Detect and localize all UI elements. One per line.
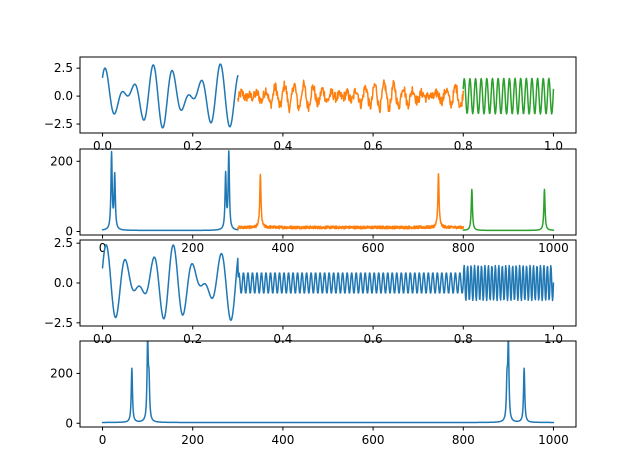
y-tick-label-4-0: 0 <box>65 416 73 430</box>
x-tick-label-1-2: 0.4 <box>273 139 292 153</box>
y-tick-label-2-1: 200 <box>50 154 73 168</box>
x-tick-label-1-0: 0.0 <box>93 139 112 153</box>
x-tick-label-1-3: 0.6 <box>364 139 383 153</box>
y-tick-label-1-2: 2.5 <box>54 61 73 75</box>
subplots: 0.0 0.2 0.4 0.6 0.8 1.0−2.50.02.50 200 400 600 80… <box>44 56 577 447</box>
series-line-1-3 <box>462 77 555 115</box>
y-tick-label-3-0: −2.5 <box>44 316 73 330</box>
series-line-3-1 <box>101 244 555 321</box>
subplot-2: 0 200 400 600 800 1000 0 200 <box>50 148 577 255</box>
x-tick-label-1-1: 0.2 <box>183 139 202 153</box>
x-tick-label-2-3: 600 <box>362 241 385 255</box>
subplot-3: 0.0 0.2 0.4 0.6 0.8 1.0 −2.5 0.0 2.5 <box>44 236 577 346</box>
x-tick-label-3-5: 1.0 <box>544 332 563 346</box>
x-tick-label-4-5: 1000 <box>538 433 569 447</box>
y-tick-label-2-0: 0 <box>65 224 73 238</box>
x-tick-label-3-1: 0.2 <box>183 332 202 346</box>
y-tick-label-1-0: −2.5 <box>44 117 73 131</box>
plot-area-3 <box>101 244 555 321</box>
x-tick-label-4-4: 800 <box>452 433 475 447</box>
x-tick-label-3-0: 0.0 <box>93 332 112 346</box>
y-tick-label-3-2: 2.5 <box>54 236 73 250</box>
x-tick-label-1-4: 0.8 <box>454 139 473 153</box>
series-line-4-1 <box>101 341 555 424</box>
x-tick-label-2-0: 0 <box>99 241 107 255</box>
x-tick-label-3-2: 0.4 <box>273 332 292 346</box>
series-line-1-2 <box>237 79 465 114</box>
axes-frame-4 <box>79 340 577 428</box>
x-tick-label-2-4: 800 <box>452 241 475 255</box>
axes-frame-2 <box>79 148 577 236</box>
x-tick-label-4-0: 0 <box>99 433 107 447</box>
x-tick-label-3-3: 0.6 <box>364 332 383 346</box>
x-tick-label-2-2: 400 <box>271 241 294 255</box>
x-tick-label-4-3: 600 <box>362 433 385 447</box>
x-tick-label-2-5: 1000 <box>538 241 569 255</box>
x-tick-label-1-5: 1.0 <box>544 139 563 153</box>
series-line-2-1 <box>101 150 239 232</box>
y-tick-label-3-1: 0.0 <box>54 276 73 290</box>
series-line-1-1 <box>101 63 239 129</box>
x-tick-label-4-1: 200 <box>181 433 204 447</box>
subplot-4: 0 200 400 600 800 1000 0 200 <box>50 340 577 447</box>
y-tick-label-4-1: 200 <box>50 366 73 380</box>
y-tick-label-1-1: 0.0 <box>54 89 73 103</box>
series-line-2-2 <box>237 172 465 230</box>
x-tick-label-4-2: 400 <box>271 433 294 447</box>
axes-frame-1 <box>79 56 577 134</box>
plot-area-1 <box>101 63 555 129</box>
x-tick-label-2-1: 200 <box>181 241 204 255</box>
plot-area-4 <box>101 341 555 424</box>
plot-area-2 <box>101 150 555 232</box>
x-tick-label-3-4: 0.8 <box>454 332 473 346</box>
series-line-2-3 <box>462 188 555 232</box>
